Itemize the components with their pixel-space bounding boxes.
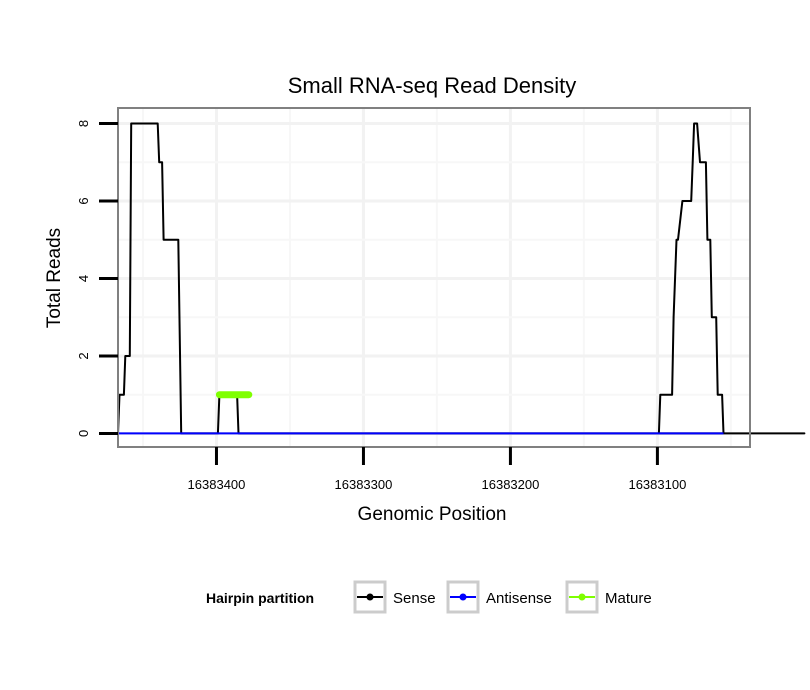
chart-title: Small RNA-seq Read Density [288, 73, 577, 98]
series-layer [117, 122, 806, 435]
legend-key-point [366, 593, 374, 601]
x-axis: 16383400 16383300 16383200 16383100 [188, 447, 686, 492]
x-tick-label: 16383100 [628, 477, 686, 492]
y-tick-label: 8 [76, 120, 91, 127]
y-tick-label: 6 [76, 197, 91, 204]
x-tick-label: 16383300 [335, 477, 393, 492]
legend-label-sense: Sense [393, 590, 436, 607]
y-axis-title: Total Reads [44, 228, 65, 328]
x-axis-title: Genomic Position [358, 504, 507, 525]
x-tick-label: 16383200 [482, 477, 540, 492]
y-axis: 0 2 4 6 8 [76, 120, 118, 437]
legend-key-point [578, 593, 586, 601]
legend-label-mature: Mature [605, 590, 652, 607]
legend: Hairpin partition Sense Antisense Mature [206, 580, 652, 614]
legend-key-point [459, 593, 467, 601]
y-tick-label: 2 [76, 352, 91, 359]
y-tick-label: 0 [76, 430, 91, 437]
legend-title: Hairpin partition [206, 590, 314, 606]
legend-label-antisense: Antisense [486, 590, 552, 607]
y-tick-label: 4 [76, 275, 91, 282]
x-tick-label: 16383400 [188, 477, 246, 492]
